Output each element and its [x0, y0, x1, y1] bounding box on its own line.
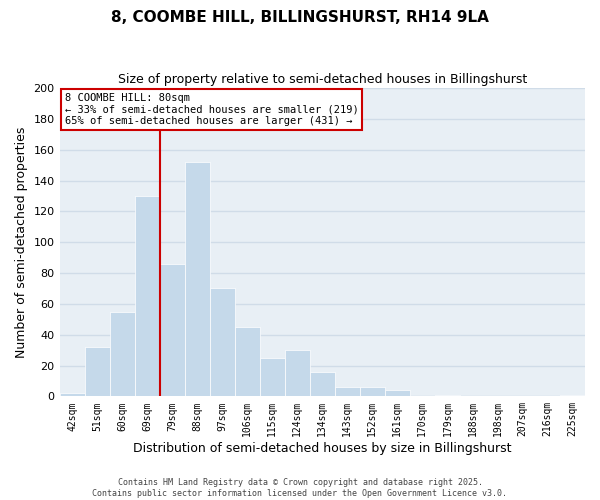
- Bar: [209, 288, 235, 397]
- Bar: [185, 162, 209, 396]
- Text: 8, COOMBE HILL, BILLINGSHURST, RH14 9LA: 8, COOMBE HILL, BILLINGSHURST, RH14 9LA: [111, 10, 489, 25]
- Bar: [360, 387, 385, 396]
- Bar: [310, 372, 335, 396]
- Bar: [235, 327, 260, 396]
- X-axis label: Distribution of semi-detached houses by size in Billingshurst: Distribution of semi-detached houses by …: [133, 442, 512, 455]
- Bar: [59, 394, 85, 396]
- Y-axis label: Number of semi-detached properties: Number of semi-detached properties: [15, 126, 28, 358]
- Text: 8 COOMBE HILL: 80sqm
← 33% of semi-detached houses are smaller (219)
65% of semi: 8 COOMBE HILL: 80sqm ← 33% of semi-detac…: [65, 92, 359, 126]
- Title: Size of property relative to semi-detached houses in Billingshurst: Size of property relative to semi-detach…: [118, 72, 527, 86]
- Bar: [85, 347, 110, 397]
- Bar: [335, 387, 360, 396]
- Text: Contains HM Land Registry data © Crown copyright and database right 2025.
Contai: Contains HM Land Registry data © Crown c…: [92, 478, 508, 498]
- Bar: [560, 395, 585, 396]
- Bar: [385, 390, 410, 396]
- Bar: [260, 358, 285, 397]
- Bar: [160, 264, 185, 396]
- Bar: [110, 312, 134, 396]
- Bar: [435, 395, 460, 396]
- Bar: [134, 196, 160, 396]
- Bar: [285, 350, 310, 397]
